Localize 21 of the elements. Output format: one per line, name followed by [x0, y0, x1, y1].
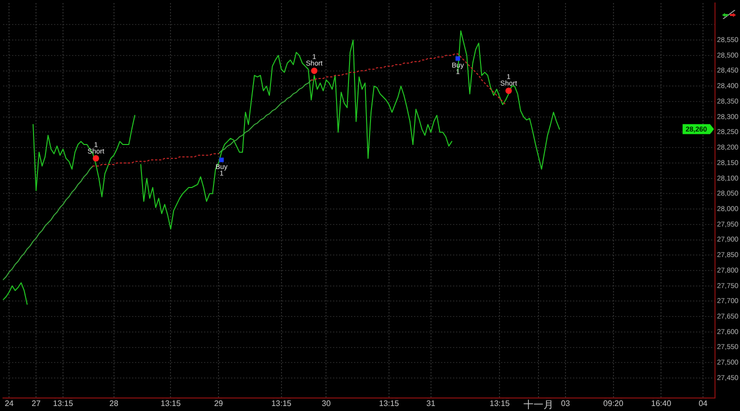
point: [311, 68, 318, 74]
x-tick-label: 13:15: [490, 399, 510, 408]
x-tick-label: 29: [214, 399, 224, 408]
point: [456, 56, 460, 61]
x-tick-label: 03: [561, 399, 570, 408]
point: [505, 88, 512, 94]
x-tick-label: 13:15: [53, 399, 74, 408]
x-tick-label: 04: [698, 399, 708, 408]
x-tick-label: 09:20: [603, 399, 624, 408]
x-tick-label: 30: [322, 399, 332, 408]
x-tick-label: 16:40: [651, 399, 672, 408]
x-tick-label: 27: [32, 399, 42, 408]
point: [219, 158, 224, 162]
x-tick-label: 31: [426, 399, 436, 408]
x-tick-label: 24: [4, 399, 14, 408]
x-tick-label: 13:15: [160, 399, 182, 408]
x-tick-label: 13:15: [271, 399, 292, 408]
x-tick-label: 十一月: [524, 398, 554, 411]
x-tick-label: 13:15: [378, 399, 400, 408]
point: [92, 155, 100, 162]
x-tick-label: 28: [109, 399, 119, 408]
